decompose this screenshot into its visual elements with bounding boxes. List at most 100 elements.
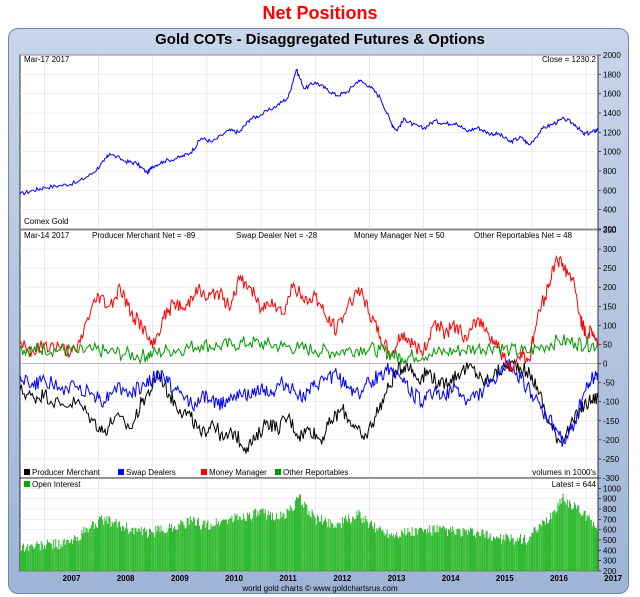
oi-bar — [519, 537, 520, 571]
oi-bar — [236, 513, 238, 571]
oi-bar — [311, 509, 313, 571]
oi-bar — [335, 528, 337, 571]
price-close-readout: Close = 1230.2 — [542, 55, 597, 64]
oi-bar — [127, 528, 129, 571]
oi-bar — [123, 526, 124, 571]
legend-swatch-money — [201, 469, 207, 475]
oi-bar — [312, 512, 314, 571]
oi-bar — [334, 526, 336, 571]
oi-bar — [172, 531, 173, 571]
oi-bar — [114, 521, 116, 571]
oi-bar — [22, 545, 23, 571]
oi-bar — [53, 539, 55, 571]
oi-bar — [459, 529, 461, 571]
oi-bar — [149, 528, 150, 571]
oi-bar — [266, 515, 268, 571]
oi-bar — [60, 544, 62, 571]
oi-bar — [21, 550, 22, 571]
oi-bar — [55, 538, 57, 571]
oi-bar — [315, 524, 317, 571]
oi-bar — [305, 503, 307, 571]
oi-bar — [413, 535, 415, 571]
oi-bar — [436, 524, 438, 571]
oi-bar — [518, 540, 519, 571]
oi-bar — [375, 532, 376, 571]
y-tick-label: -250 — [603, 455, 620, 464]
oi-bar — [159, 532, 161, 571]
oi-bar — [389, 535, 391, 571]
oi-bar — [570, 503, 571, 571]
oi-bar — [354, 519, 356, 571]
oi-bar — [362, 517, 364, 571]
oi-bar — [497, 537, 498, 571]
oi-bar — [223, 519, 224, 571]
y-tick-label: 1000 — [603, 148, 621, 157]
oi-bar — [551, 519, 553, 571]
oi-bar — [206, 522, 208, 571]
oi-bar — [270, 511, 271, 571]
oi-bar — [227, 524, 229, 571]
oi-bar — [502, 539, 504, 571]
oi-bar — [265, 519, 267, 571]
oi-bar — [453, 530, 455, 571]
oi-bar — [348, 515, 349, 571]
oi-bar — [88, 528, 90, 571]
oi-bar — [342, 523, 344, 571]
oi-bar — [555, 512, 557, 571]
oi-bar — [106, 516, 108, 571]
oi-bar — [50, 543, 51, 571]
oi-bar — [364, 515, 366, 571]
oi-bar — [514, 541, 516, 571]
oi-bar — [531, 532, 533, 571]
oi-bar — [581, 516, 583, 571]
y-tick-label: 400 — [603, 546, 617, 555]
oi-bar — [259, 509, 261, 571]
oi-bar — [290, 507, 292, 571]
oi-bar — [215, 518, 217, 571]
oi-bar — [403, 533, 405, 571]
oi-bar — [491, 540, 493, 571]
oi-bar — [564, 502, 566, 571]
oi-bar — [516, 538, 518, 571]
oi-bar — [487, 538, 489, 571]
y-tick-label: 900 — [603, 495, 617, 504]
y-tick-label: 300 — [603, 245, 617, 254]
y-tick-label: -200 — [603, 436, 620, 445]
oi-bar — [131, 527, 133, 571]
oi-bar — [447, 536, 448, 571]
oi-bar — [151, 531, 153, 571]
oi-bar — [337, 521, 339, 571]
oi-bar — [113, 521, 115, 571]
oi-bar — [49, 542, 50, 571]
oi-bar — [472, 528, 473, 571]
oi-bar — [535, 530, 537, 571]
oi-bar — [284, 519, 286, 571]
oi-bar — [417, 530, 419, 571]
oi-bar — [57, 549, 59, 571]
oi-bar — [148, 536, 149, 571]
oi-bar — [231, 515, 233, 571]
oi-bar — [429, 524, 431, 571]
oi-bar — [450, 527, 451, 571]
oi-bar — [544, 521, 545, 571]
oi-bar — [414, 528, 416, 571]
oi-bar — [456, 528, 458, 571]
oi-bar — [45, 548, 46, 571]
oi-bar — [569, 500, 570, 571]
oi-bar — [558, 505, 560, 571]
oi-bar — [565, 505, 567, 571]
oi-bar — [380, 527, 382, 571]
oi-bar — [116, 527, 118, 571]
series-line-other-reportables — [19, 334, 599, 366]
oi-bar — [90, 525, 92, 571]
oi-bar — [140, 526, 142, 571]
oi-bar — [466, 535, 468, 571]
oi-bar — [191, 521, 193, 571]
oi-bar — [479, 535, 481, 571]
y-tick-label: 200 — [603, 567, 617, 576]
oi-bar — [256, 516, 258, 571]
oi-bar — [188, 524, 190, 571]
oi-bar — [316, 514, 318, 571]
oi-bar — [325, 518, 326, 571]
